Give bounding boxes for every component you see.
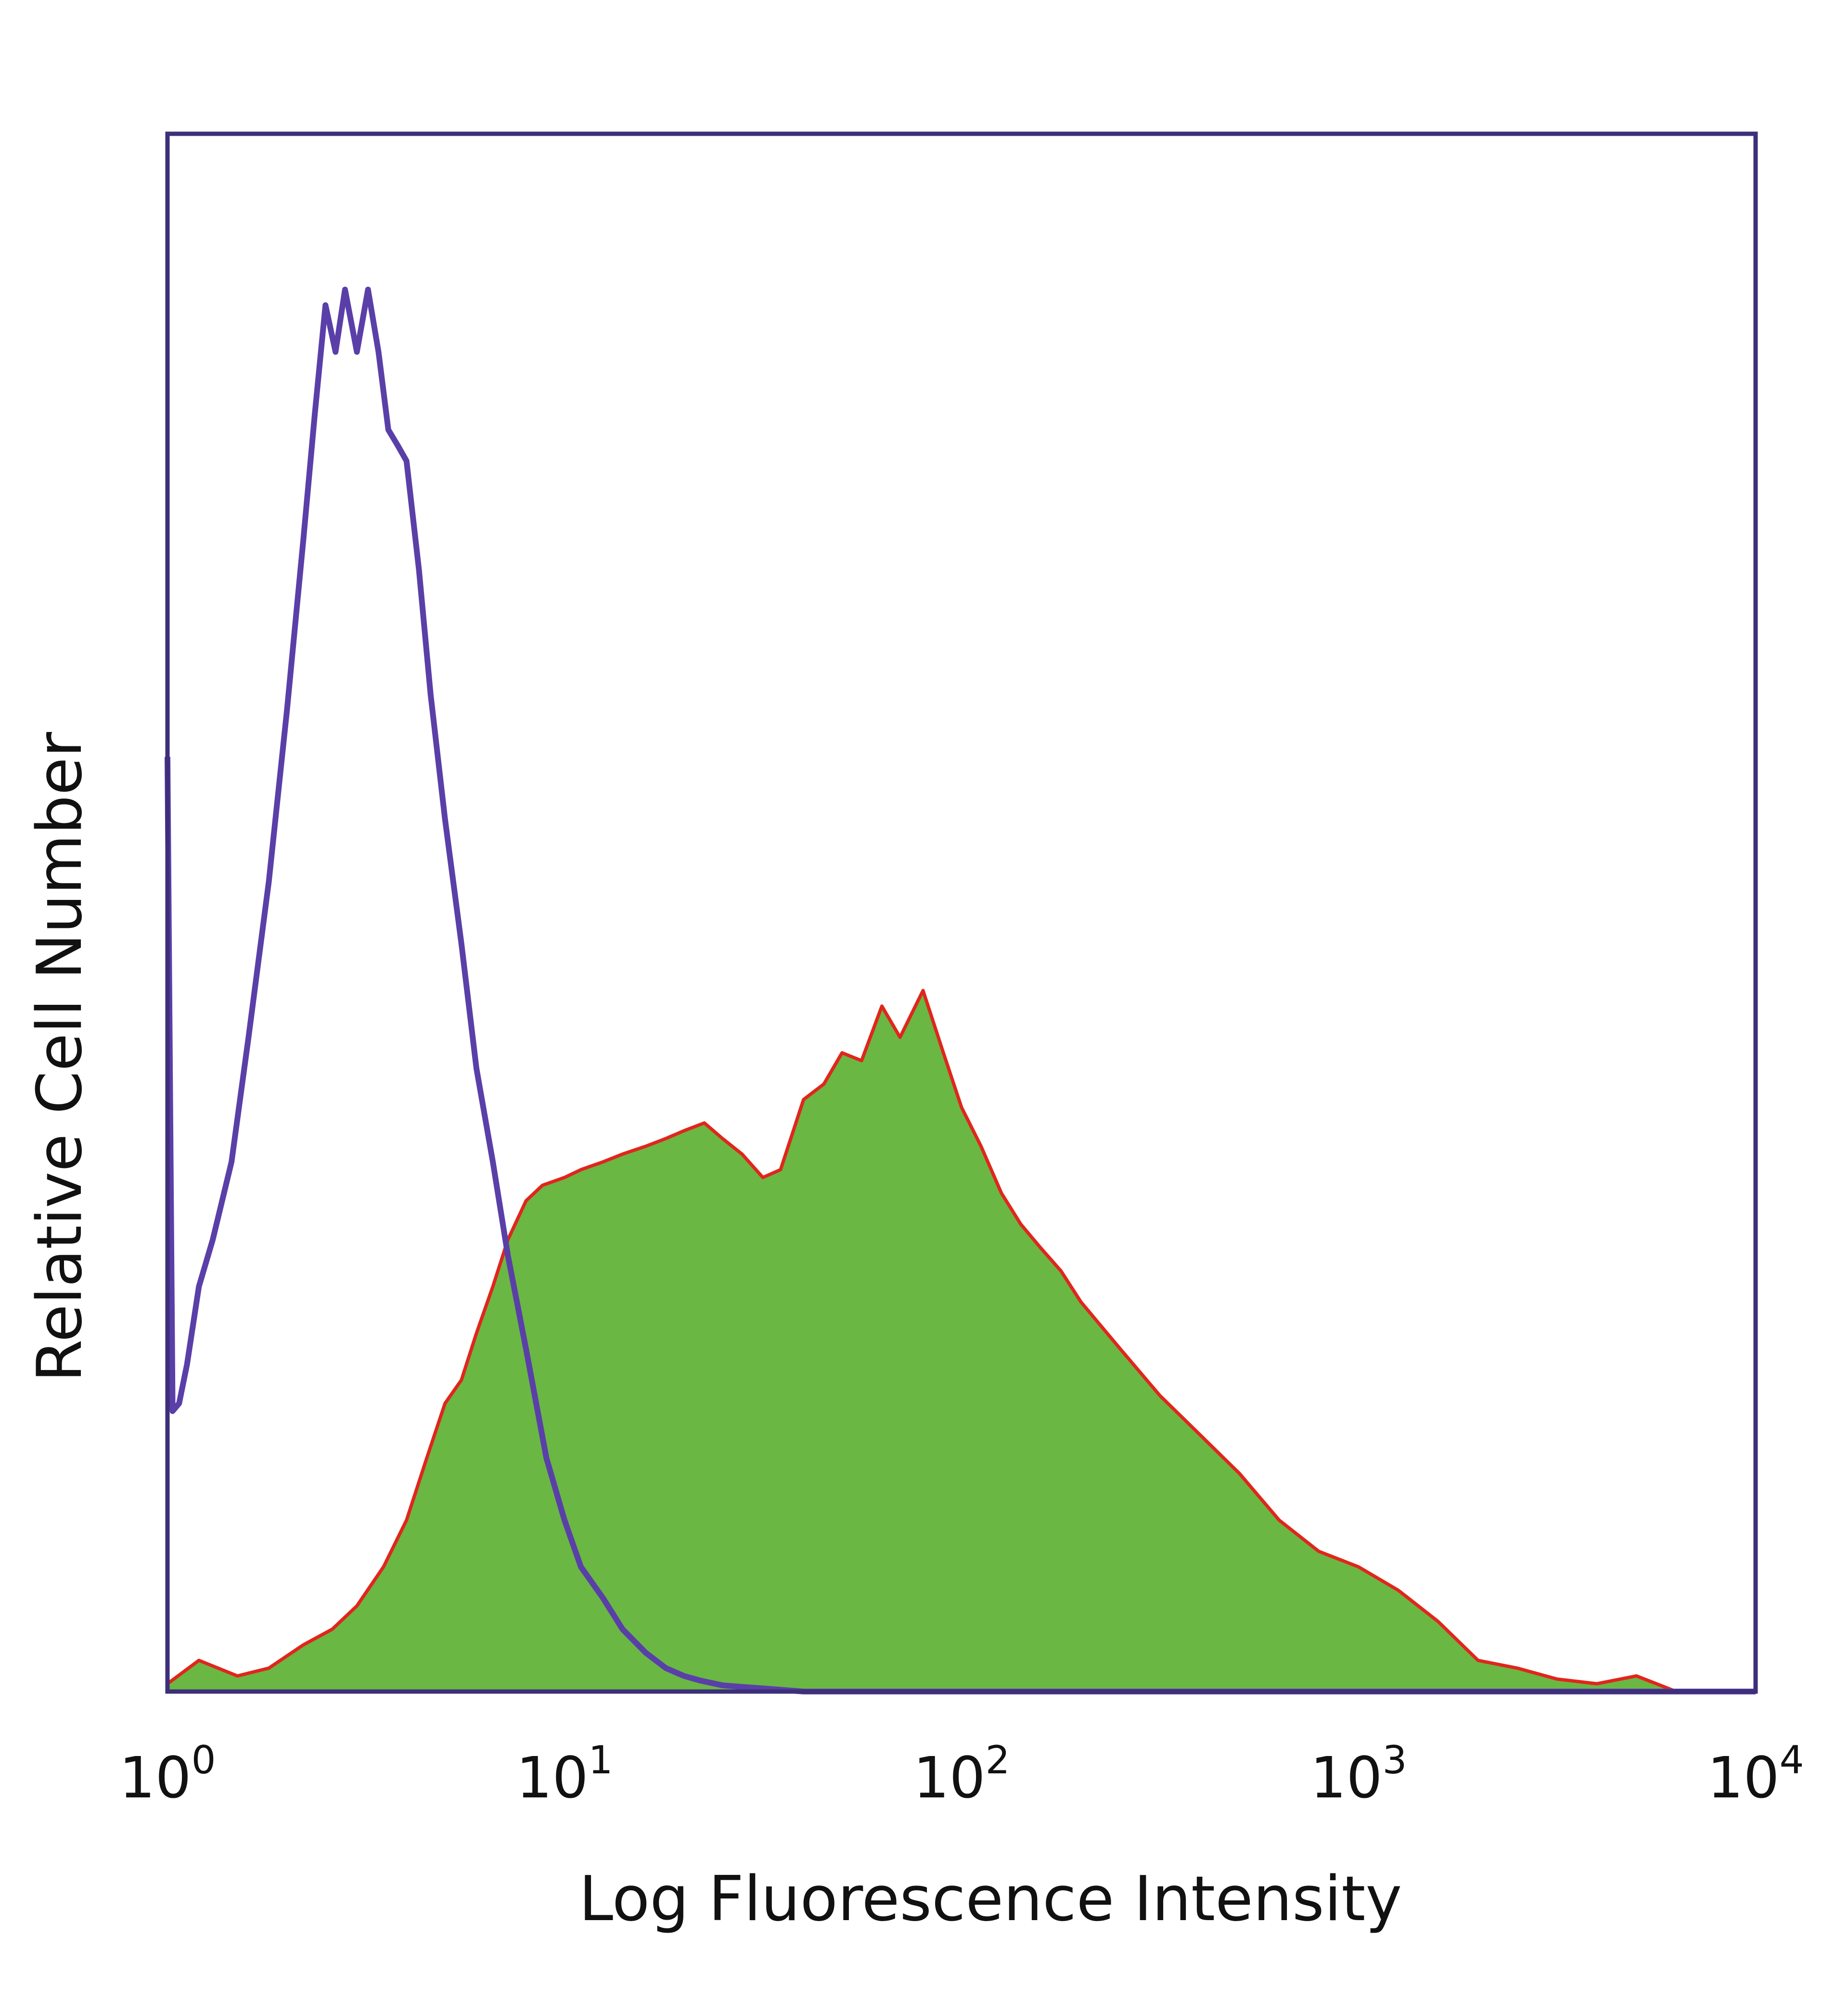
x-tick-base: 10 (1310, 1744, 1382, 1811)
x-tick-base: 10 (1707, 1744, 1779, 1811)
y-axis-label: Relative Cell Number (24, 732, 96, 1382)
plot-frame (165, 131, 1758, 1694)
stained-histogram-fill (167, 990, 1756, 1692)
x-tick-label: 104 (1707, 1738, 1804, 1811)
x-tick-label: 100 (119, 1738, 216, 1811)
x-tick-label: 102 (913, 1738, 1010, 1811)
x-tick-exponent: 2 (986, 1738, 1010, 1782)
x-tick-base: 10 (119, 1744, 191, 1811)
x-tick-exponent: 4 (1780, 1738, 1804, 1782)
x-tick-label: 103 (1310, 1738, 1407, 1811)
x-tick-base: 10 (516, 1744, 588, 1811)
x-tick-exponent: 0 (192, 1738, 216, 1782)
x-tick-label: 101 (516, 1738, 613, 1811)
x-tick-labels: 100 101 102 103 104 (119, 1738, 1804, 1811)
x-tick-exponent: 3 (1383, 1738, 1407, 1782)
plot-area (165, 286, 1756, 1694)
stained-histogram-edge (166, 988, 1756, 1693)
x-tick-exponent: 1 (589, 1738, 613, 1782)
x-axis-label: Log Fluorescence Intensity (579, 1863, 1402, 1935)
control-histogram-line (165, 286, 1756, 1694)
x-tick-base: 10 (913, 1744, 985, 1811)
